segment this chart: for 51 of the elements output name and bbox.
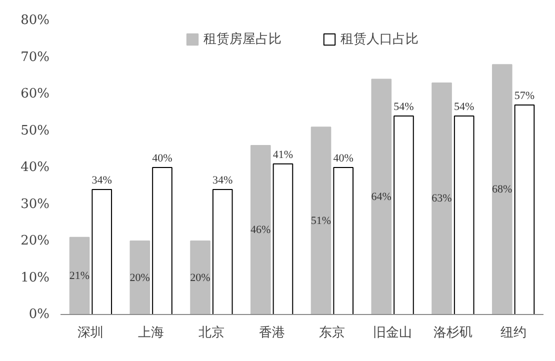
- data-label: 46%: [250, 224, 271, 236]
- bar: [190, 240, 210, 314]
- data-label: 40%: [333, 152, 354, 164]
- legend-label: 租赁房屋占比: [204, 31, 282, 48]
- y-tick-label: 0%: [28, 307, 50, 322]
- bar: [454, 116, 474, 314]
- x-tick-label: 纽约: [500, 326, 526, 340]
- bar: [492, 64, 512, 314]
- bar: [212, 189, 233, 314]
- bar: [92, 189, 112, 314]
- bar: [514, 104, 535, 314]
- x-tick-label: 香港: [258, 326, 285, 340]
- y-tick-label: 30%: [20, 196, 50, 212]
- bar: [130, 240, 150, 314]
- data-label: 20%: [190, 272, 210, 284]
- bar: [250, 144, 271, 314]
- bar: [272, 163, 294, 314]
- y-tick-label: 40%: [20, 160, 50, 175]
- data-label: 41%: [272, 148, 294, 161]
- x-tick-label: 北京: [198, 326, 224, 340]
- data-label: 54%: [454, 101, 474, 114]
- data-label: 64%: [371, 190, 392, 203]
- bar: [333, 167, 354, 314]
- x-tick-label: 旧金山: [373, 326, 412, 340]
- data-label: 40%: [152, 152, 172, 164]
- y-tick-label: 20%: [20, 234, 50, 248]
- y-tick-label: 60%: [20, 86, 50, 102]
- data-label: 21%: [69, 270, 90, 282]
- bar: [152, 167, 172, 314]
- x-tick-label: 洛杉矶: [433, 326, 472, 340]
- data-label: 63%: [432, 192, 452, 205]
- y-tick-label: 50%: [20, 123, 50, 138]
- data-label: 34%: [212, 174, 233, 187]
- x-tick-label: 东京: [319, 326, 346, 340]
- x-tick-label: 深圳: [78, 326, 104, 340]
- data-label: 57%: [514, 90, 535, 102]
- bar: [69, 236, 90, 314]
- x-tick-label: 上海: [138, 326, 164, 340]
- bar: [394, 116, 414, 314]
- y-tick-label: 10%: [20, 270, 50, 286]
- y-tick-label: 80%: [20, 13, 50, 28]
- data-label: 54%: [394, 101, 414, 114]
- bar: [432, 82, 452, 314]
- bar: [310, 126, 332, 314]
- data-label: 68%: [492, 184, 512, 196]
- legend-label: 租赁人口占比: [340, 31, 418, 48]
- data-label: 20%: [130, 272, 150, 284]
- data-label: 51%: [310, 214, 332, 227]
- y-tick-label: 70%: [20, 50, 50, 65]
- data-label: 34%: [92, 174, 112, 187]
- bar: [371, 78, 392, 314]
